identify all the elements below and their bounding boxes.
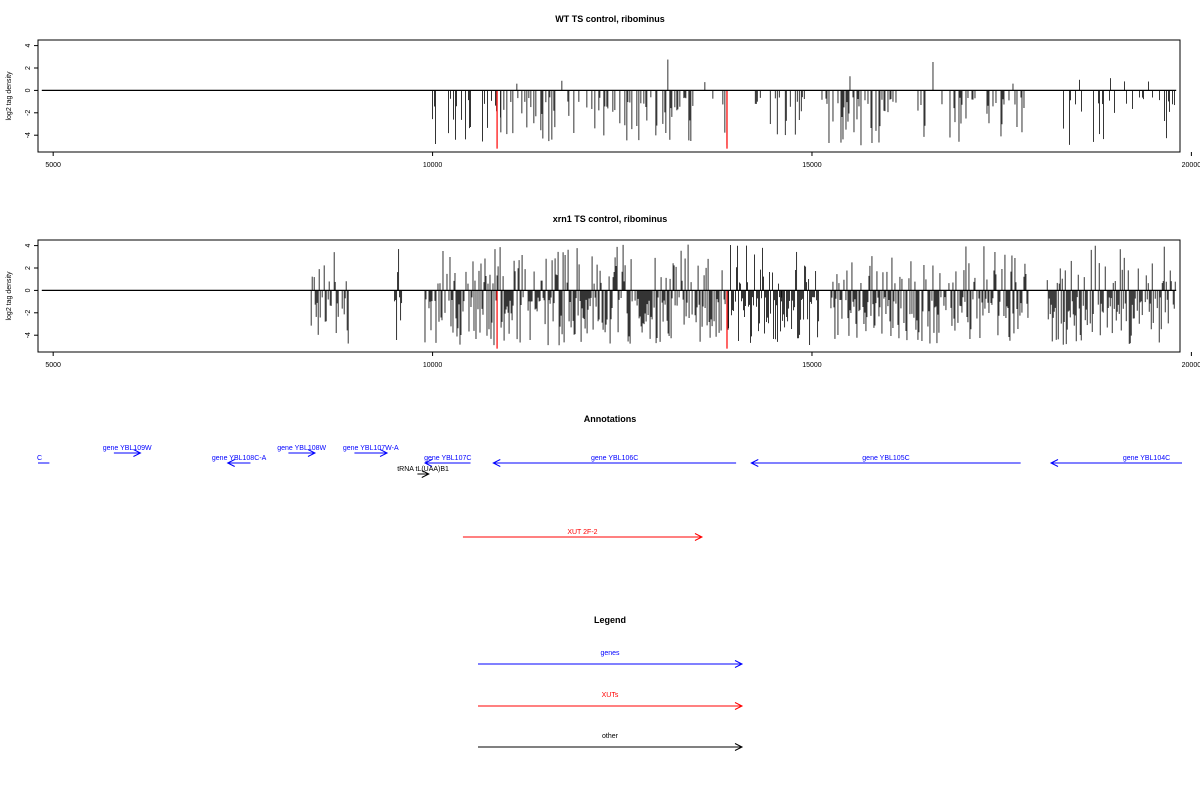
feature-gene: gene YBL107C xyxy=(423,455,471,467)
xtick-label: 10000 xyxy=(423,362,443,369)
feature-gene: gene YBL104C xyxy=(1049,455,1182,467)
feature-arrowhead xyxy=(379,449,389,457)
annotation-features: gene YBL109W gene YBL108W gene YBL107W-A C g… xyxy=(37,445,1182,541)
annotations-title: Annotations xyxy=(584,414,637,424)
legend-title: Legend xyxy=(594,615,626,625)
legend-label: other xyxy=(602,733,619,740)
feature-gene: C xyxy=(37,455,50,464)
xtick-label: 5000 xyxy=(45,362,61,369)
feature-label: C xyxy=(37,455,42,462)
panel-wt-ylabel: log2 tag density xyxy=(6,71,13,121)
feature-gene: gene YBL109W xyxy=(103,445,152,457)
feature-gene: gene YBL106C xyxy=(492,455,737,467)
panel-xrn1-ylabel: log2 tag density xyxy=(6,271,13,321)
feature-label: gene YBL107W-A xyxy=(343,445,399,452)
panel-wt-bars xyxy=(432,59,1175,146)
legend-item: XUTs xyxy=(478,692,744,710)
xtick-label: 10000 xyxy=(423,162,443,169)
feature-label: gene YBL108W xyxy=(277,445,326,452)
feature-arrowhead xyxy=(1049,459,1059,467)
ytick-label: -4 xyxy=(25,332,32,338)
panel-xrn1-markers xyxy=(496,290,728,349)
xtick-label: 5000 xyxy=(45,162,61,169)
feature-label: gene YBL105C xyxy=(862,455,909,462)
legend-label: genes xyxy=(600,650,620,657)
panel-xrn1-frame xyxy=(37,239,1181,353)
feature-arrowhead xyxy=(133,449,142,457)
legend-arrowhead xyxy=(734,660,744,668)
feature-arrowhead xyxy=(226,459,235,467)
ytick-label: 4 xyxy=(25,244,32,248)
panel-wt-title: WT TS control, ribominus xyxy=(555,14,665,24)
feature-label: gene YBL109W xyxy=(103,445,152,452)
panel-wt-yaxis: -4 -2 0 2 4 xyxy=(25,44,38,138)
feature-label: gene YBL107C xyxy=(424,455,471,462)
panel-xrn1: xrn1 TS control, ribominus log2 tag dens… xyxy=(6,214,1200,369)
feature-gene: gene YBL107W-A xyxy=(343,445,399,457)
ytick-label: -2 xyxy=(25,310,32,316)
ytick-label: 0 xyxy=(25,288,32,292)
feature-label: gene YBL108C-A xyxy=(212,455,267,462)
panel-wt: WT TS control, ribominus log2 tag densit… xyxy=(6,14,1200,169)
panel-wt-frame xyxy=(37,39,1181,153)
legend-arrowhead xyxy=(734,743,744,751)
panel-xrn1-title: xrn1 TS control, ribominus xyxy=(553,214,668,224)
feature-gene: gene YBL105C xyxy=(750,455,1021,467)
feature-arrowhead xyxy=(694,533,704,541)
feature-arrowhead xyxy=(750,459,759,467)
feature-other: tRNA tL(UAA)B1 xyxy=(397,466,449,478)
legend-label: XUTs xyxy=(602,692,619,699)
feature-gene: gene YBL108W xyxy=(277,445,327,457)
annotations-panel: Annotations gene YBL109W gene YBL108W gene… xyxy=(37,414,1182,541)
xtick-label: 20000 xyxy=(1182,362,1200,369)
panel-xrn1-yaxis: -4 -2 0 2 4 xyxy=(25,244,38,338)
feature-arrowhead xyxy=(423,459,433,467)
ytick-label: 0 xyxy=(25,88,32,92)
feature-label: tRNA tL(UAA)B1 xyxy=(397,466,449,473)
feature-label: XUT 2F-2 xyxy=(567,529,597,536)
feature-gene: gene YBL108C-A xyxy=(212,455,267,467)
legend-panel: Legend genes XUTs other xyxy=(478,615,744,751)
feature-label: gene YBL104C xyxy=(1123,455,1170,462)
legend-arrowhead xyxy=(734,702,744,710)
feature-arrowhead xyxy=(307,449,317,457)
feature-xut: XUT 2F-2 xyxy=(462,529,704,541)
feature-label: gene YBL106C xyxy=(591,455,638,462)
ytick-label: 2 xyxy=(25,66,32,70)
panel-xrn1-bars xyxy=(310,244,1176,346)
ytick-label: 4 xyxy=(25,44,32,48)
xtick-label: 15000 xyxy=(802,362,822,369)
panel-wt-xaxis: 5000 10000 15000 20000 xyxy=(45,152,1200,169)
ytick-label: 2 xyxy=(25,266,32,270)
feature-arrowhead xyxy=(492,459,501,467)
feature-arrowhead xyxy=(421,470,430,478)
panel-xrn1-xaxis: 5000 10000 15000 20000 xyxy=(45,352,1200,369)
legend-item: genes xyxy=(478,650,744,668)
xtick-label: 20000 xyxy=(1182,162,1200,169)
legend-items: genes XUTs other xyxy=(478,650,744,751)
panel-wt-markers xyxy=(496,90,728,149)
ytick-label: -4 xyxy=(25,132,32,138)
legend-item: other xyxy=(478,733,744,751)
ytick-label: -2 xyxy=(25,110,32,116)
xtick-label: 15000 xyxy=(802,162,822,169)
